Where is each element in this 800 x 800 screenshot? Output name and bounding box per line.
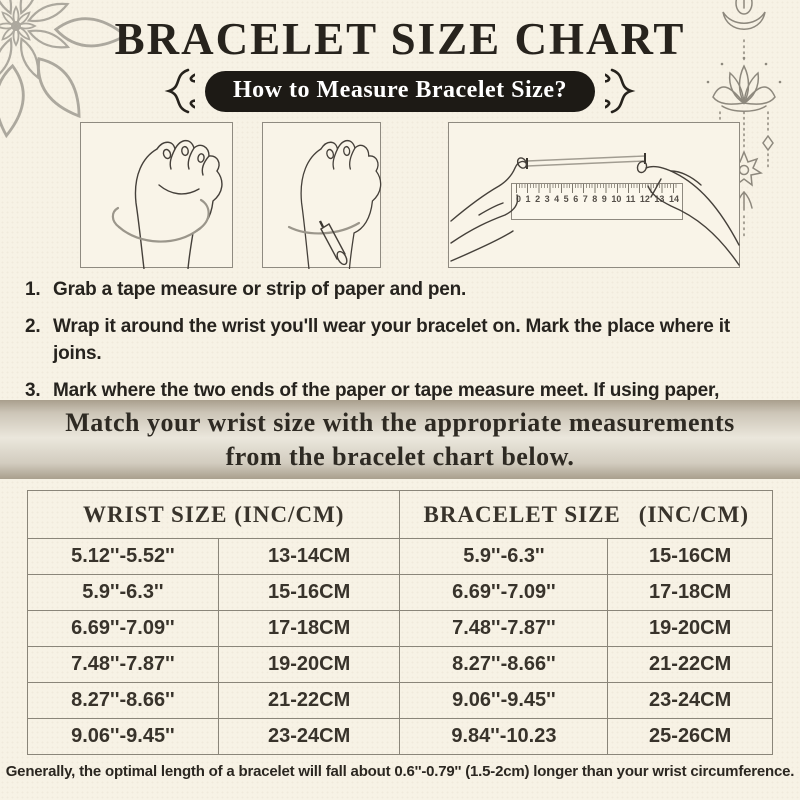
step-number: 1. (25, 279, 41, 300)
illustration-measure-strip-with-ruler: 0 1 2 3 4 5 6 7 8 9 10 11 12 13 14 (448, 122, 740, 268)
step-2: 2. Wrap it around the wrist you'll wear … (25, 313, 783, 368)
match-size-banner: Match your wrist size with the appropria… (0, 400, 800, 479)
bracelet-cm-cell: 17-18CM (607, 574, 773, 611)
wrist-inches-cell: 8.27''-8.66'' (27, 682, 219, 719)
wrist-cm-cell: 15-16CM (217, 574, 401, 611)
bracelet-cm-cell: 15-16CM (607, 538, 773, 575)
bracelet-size-label: BRACELET SIZE (423, 501, 621, 527)
table-header-row: WRIST SIZE (INC/CM) BRACELET SIZE (INC/CM… (26, 490, 773, 539)
wrist-cm-cell: 23-24CM (217, 718, 401, 755)
bracelet-inches-cell: 8.27''-8.66'' (399, 646, 609, 683)
flourish-right-icon (604, 68, 636, 114)
wrist-inches-cell: 7.48''-7.87'' (27, 646, 219, 683)
illustration-mark-wrist-with-pen (262, 122, 382, 269)
ruler-number: 1 (525, 194, 531, 204)
table-row: 5.9''-6.3'' 15-16CM 6.69''-7.09'' 17-18C… (27, 574, 773, 611)
bracelet-cm-cell: 25-26CM (607, 718, 773, 755)
table-row: 5.12''-5.52'' 13-14CM 5.9''-6.3'' 15-16C… (27, 538, 773, 575)
step-text: Wrap it around the wrist you'll wear you… (53, 315, 730, 365)
bracelet-inches-cell: 9.84''-10.23 (399, 718, 609, 755)
ruler-ticks (516, 184, 678, 193)
bracelet-size-unit: (INC/CM) (638, 501, 749, 527)
wrist-cm-cell: 21-22CM (217, 682, 401, 719)
table-row: 8.27''-8.66'' 21-22CM 9.06''-9.45'' 23-2… (27, 682, 773, 719)
bracelet-inches-cell: 7.48''-7.87'' (399, 610, 609, 647)
ruler-number: 2 (535, 194, 541, 204)
ruler-number: 5 (563, 194, 569, 204)
bracelet-cm-cell: 19-20CM (607, 610, 773, 647)
step-1: 1. Grab a tape measure or strip of paper… (25, 276, 783, 304)
badge-how-to-measure: How to Measure Bracelet Size? (205, 70, 595, 112)
ruler-number: 8 (592, 194, 598, 204)
mandala-corner-ornament (0, 0, 120, 145)
wrist-cm-cell: 17-18CM (217, 610, 401, 647)
ruler-number: 4 (554, 194, 560, 204)
page-title: BRACELET SIZE CHART (114, 14, 686, 64)
ruler-number: 0 (516, 194, 522, 204)
hand-with-tape-icon (111, 139, 223, 269)
banner-line-1: Match your wrist size with the appropria… (65, 407, 735, 437)
bracelet-inches-cell: 5.9''-6.3'' (399, 538, 609, 575)
banner-line-2: from the bracelet chart below. (225, 441, 575, 471)
step-number: 2. (25, 315, 41, 337)
ruler-number: 14 (668, 194, 679, 204)
table-row: 9.06''-9.45'' 23-24CM 9.84''-10.23 25-26… (27, 718, 773, 755)
wrist-inches-cell: 6.69''-7.09'' (27, 610, 219, 647)
ruler-number: 7 (582, 194, 588, 204)
table-row: 7.48''-7.87'' 19-20CM 8.27''-8.66'' 21-2… (27, 646, 773, 683)
wrist-inches-cell: 5.12''-5.52'' (27, 538, 219, 575)
ruler-number: 11 (625, 194, 636, 204)
step-number: 3. (25, 379, 41, 401)
ruler: 0 1 2 3 4 5 6 7 8 9 10 11 12 13 14 (511, 183, 683, 220)
table-row: 6.69''-7.09'' 17-18CM 7.48''-7.87'' 19-2… (27, 610, 773, 647)
bracelet-size-header: BRACELET SIZE (INC/CM) (399, 490, 773, 539)
wrist-inches-cell: 9.06''-9.45'' (27, 718, 219, 755)
ruler-number: 3 (544, 194, 550, 204)
illustration-wrap-tape-around-wrist (80, 122, 233, 269)
ruler-number: 9 (601, 194, 607, 204)
bracelet-inches-cell: 9.06''-9.45'' (399, 682, 609, 719)
ruler-number: 12 (639, 194, 650, 204)
wrist-size-header: WRIST SIZE (INC/CM) (26, 490, 401, 539)
footnote: Generally, the optimal length of a brace… (5, 763, 795, 780)
bracelet-cm-cell: 21-22CM (607, 646, 773, 683)
wrist-cm-cell: 13-14CM (217, 538, 401, 575)
flourish-left-icon (164, 68, 196, 114)
badge-row: How to Measure Bracelet Size? (0, 66, 800, 116)
ruler-number: 6 (573, 194, 579, 204)
two-hands-holding-strip-icon (450, 153, 740, 266)
mandala-flower-icon (0, 0, 120, 139)
step-text: Grab a tape measure or strip of paper an… (53, 279, 467, 300)
wrist-cm-cell: 19-20CM (217, 646, 401, 683)
ruler-number: 10 (611, 194, 622, 204)
hand-with-pen-icon (287, 139, 382, 269)
ruler-numbers: 0 1 2 3 4 5 6 7 8 9 10 11 12 13 14 (512, 193, 682, 204)
size-table: WRIST SIZE (INC/CM) BRACELET SIZE (INC/CM… (26, 490, 773, 755)
wrist-inches-cell: 5.9''-6.3'' (27, 574, 219, 611)
bracelet-inches-cell: 6.69''-7.09'' (399, 574, 609, 611)
bracelet-cm-cell: 23-24CM (607, 682, 773, 719)
